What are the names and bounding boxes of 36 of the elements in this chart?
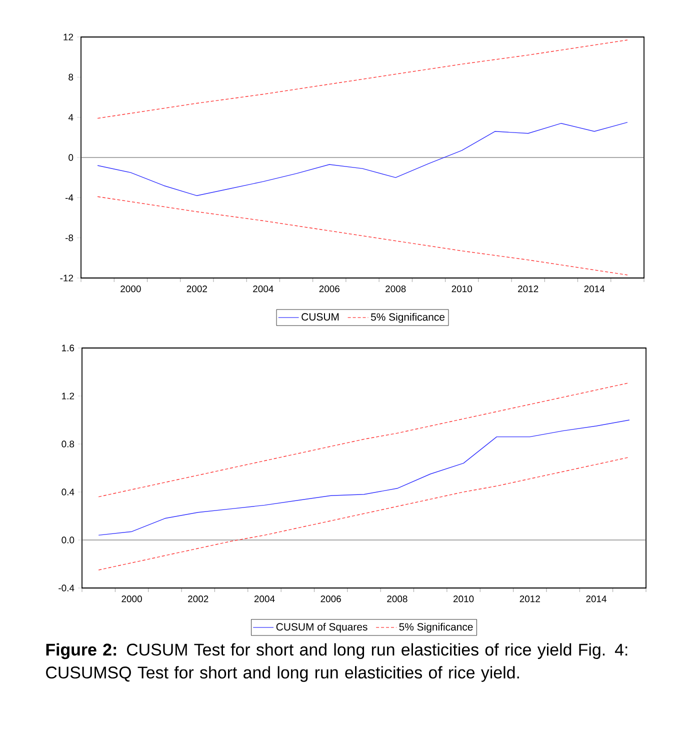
x-tick-label: 2008	[386, 286, 406, 292]
x-tick-label: 2004	[253, 286, 274, 292]
x-tick-label: 2002	[186, 286, 207, 292]
x-tick-label: 2004	[254, 596, 275, 602]
y-tick-label: 12	[64, 34, 74, 40]
x-tick-label: 2008	[387, 596, 408, 602]
x-tick-label: 2014	[586, 596, 606, 602]
x-tick-label: 2010	[452, 286, 472, 292]
y-tick-label: -12	[60, 274, 74, 282]
legend-label: 5% Significance	[370, 313, 444, 323]
y-tick-label: 0.4	[62, 488, 74, 496]
x-tick-label: 2010	[453, 596, 474, 602]
legend-label: CUSUM	[302, 313, 339, 321]
y-tick-label: 0.0	[62, 536, 74, 544]
line-series	[97, 122, 628, 196]
y-tick-label: -8	[66, 234, 74, 242]
x-tick-label: 2012	[520, 596, 540, 602]
x-tick-label: 2006	[319, 286, 340, 292]
y-tick-label: 1.2	[62, 392, 74, 400]
line-series	[98, 420, 630, 536]
y-tick-label: 4	[68, 114, 74, 121]
x-tick-label: 2012	[518, 286, 538, 292]
legend-label: 5% Significance	[399, 622, 473, 633]
y-tick-label: 0.8	[62, 440, 74, 448]
x-tick-label: 2000	[122, 596, 142, 602]
y-tick-label: 1.6	[62, 344, 74, 352]
x-tick-label: 2006	[320, 596, 341, 602]
x-tick-label: 2014	[584, 286, 605, 292]
y-tick-label: 8	[68, 74, 74, 81]
y-tick-label: 0	[68, 154, 74, 161]
x-tick-label: 2002	[188, 596, 208, 602]
text: Figure 2: CUSUM Test for short and long run elasticities of rice yield Fig. 4: CUSUMSQ Test for short and long run elasticities of rice yield.	[46, 643, 628, 682]
y-tick-label: -4	[66, 194, 74, 201]
legend-label: CUSUM of Squares	[276, 622, 368, 633]
y-tick-label: -0.4	[58, 584, 74, 592]
x-tick-label: 2000	[120, 286, 141, 292]
